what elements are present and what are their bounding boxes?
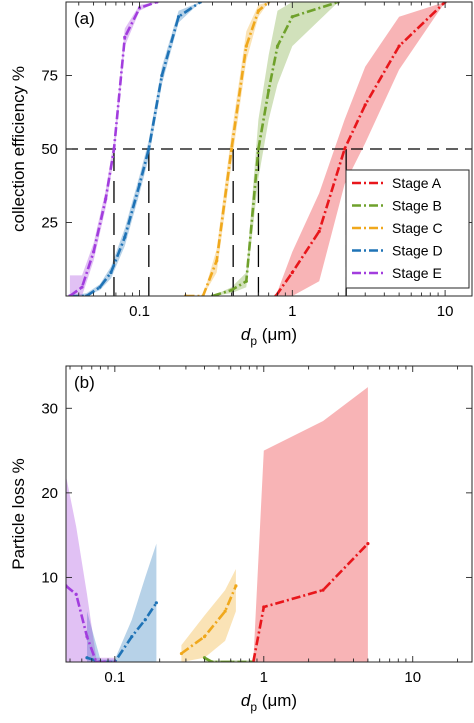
y-tick-label: 25	[41, 215, 58, 232]
series-line-stage-c	[180, 585, 238, 655]
data-point-stage-e	[91, 250, 96, 254]
data-point-stage-b	[256, 147, 261, 151]
data-point-stage-b	[229, 288, 234, 292]
series-line-stage-b	[212, 2, 339, 296]
data-point-stage-d	[123, 235, 127, 239]
data-point-stage-d	[98, 285, 102, 289]
data-point-stage-c	[223, 609, 227, 613]
data-point-stage-d	[137, 182, 142, 186]
data-point-stage-c	[202, 635, 207, 639]
legend: Stage A Stage B Stage C Stage D Stage E	[345, 169, 470, 289]
data-point-stage-c	[234, 584, 238, 588]
data-point-stage-d	[109, 270, 113, 275]
data-point-stage-b	[290, 15, 294, 19]
data-point-stage-a	[363, 103, 367, 107]
y-tick-label: 30	[41, 400, 58, 417]
data-point-stage-a	[290, 270, 294, 275]
x-tick-label: 1	[288, 303, 296, 320]
data-point-stage-c	[229, 147, 234, 151]
plot-content	[66, 387, 370, 662]
x-tick-label: 0.1	[104, 669, 125, 686]
y-tick-label: 75	[41, 68, 58, 85]
band-stage-d	[87, 543, 157, 662]
legend-box	[345, 169, 470, 289]
panel-label: (b)	[74, 373, 95, 392]
data-point-stage-e	[85, 635, 89, 639]
x-tick-label: 10	[437, 303, 454, 320]
band-stage-b	[204, 656, 251, 662]
panel-label: (a)	[74, 9, 95, 28]
data-point-stage-b	[244, 279, 248, 283]
data-point-stage-d	[176, 15, 181, 19]
legend-label: Stage E	[392, 265, 442, 281]
data-point-stage-e	[80, 285, 84, 289]
data-point-stage-d	[130, 635, 134, 639]
data-point-stage-c	[179, 651, 184, 656]
series-line-stage-d	[69, 2, 202, 296]
data-point-stage-b	[275, 44, 280, 48]
data-point-stage-d	[160, 73, 164, 78]
data-point-stage-d	[147, 147, 151, 151]
data-point-stage-d	[85, 656, 89, 660]
data-point-stage-c	[215, 259, 219, 263]
axes-frame	[65, 365, 473, 663]
x-axis-label: dp (μm)	[241, 691, 297, 714]
data-point-stage-e	[123, 35, 127, 39]
data-point-stage-d	[143, 618, 147, 622]
series-line-stage-a	[252, 542, 369, 662]
y-axis-label: collection efficiency %	[9, 66, 28, 232]
panel-b: 0.1 1 10 10 20 30 (b) dp (μm) Particle loss %	[9, 365, 473, 714]
y-tick-label: 50	[41, 141, 58, 158]
data-point-stage-a	[262, 605, 266, 609]
data-point-stage-e	[104, 197, 108, 201]
data-point-stage-b	[267, 88, 271, 92]
x-axis-label-unit: (μm)	[257, 691, 297, 710]
legend-label: Stage B	[392, 198, 442, 214]
panel-a: 0.1 1 10 25 50 75 (a) dp (μm) collection efficie…	[9, 1, 473, 348]
y-tick-label: 10	[41, 569, 58, 586]
data-point-stage-c	[244, 44, 248, 48]
data-point-stage-a	[321, 588, 325, 592]
x-axis-label-symbol: d	[241, 691, 251, 710]
data-point-stage-a	[366, 542, 370, 546]
band-stage-a	[253, 387, 368, 662]
data-point-stage-e	[112, 147, 116, 151]
plot-content	[66, 2, 472, 296]
data-point-stage-e	[74, 592, 78, 596]
x-tick-label: 1	[260, 669, 268, 686]
plot-area	[66, 366, 472, 662]
legend-label: Stage D	[392, 243, 443, 259]
band-stage-e	[66, 475, 115, 662]
data-point-stage-c	[256, 9, 261, 13]
y-tick-label: 20	[41, 485, 58, 502]
data-point-stage-a	[343, 147, 347, 151]
legend-label: Stage C	[392, 220, 443, 236]
data-point-stage-b	[202, 656, 207, 660]
series-line-stage-b	[203, 656, 251, 662]
series-line-stage-e	[66, 584, 115, 662]
data-point-stage-a	[397, 44, 401, 48]
x-tick-label: 10	[404, 669, 421, 686]
x-axis-label-unit: (μm)	[257, 325, 297, 344]
band-stage-c	[181, 569, 236, 662]
x-axis-label-subscript: p	[250, 700, 257, 714]
data-point-stage-d	[154, 601, 158, 605]
data-point-stage-a	[317, 229, 321, 233]
x-axis-label: dp (μm)	[241, 325, 297, 348]
x-axis-label-subscript: p	[250, 334, 257, 348]
legend-label: Stage A	[392, 175, 442, 191]
x-tick-label: 0.1	[129, 303, 150, 320]
series-line-stage-e	[69, 2, 158, 296]
y-axis-label: Particle loss %	[9, 458, 28, 569]
ticks	[66, 366, 472, 662]
x-axis-label-symbol: d	[241, 325, 251, 344]
